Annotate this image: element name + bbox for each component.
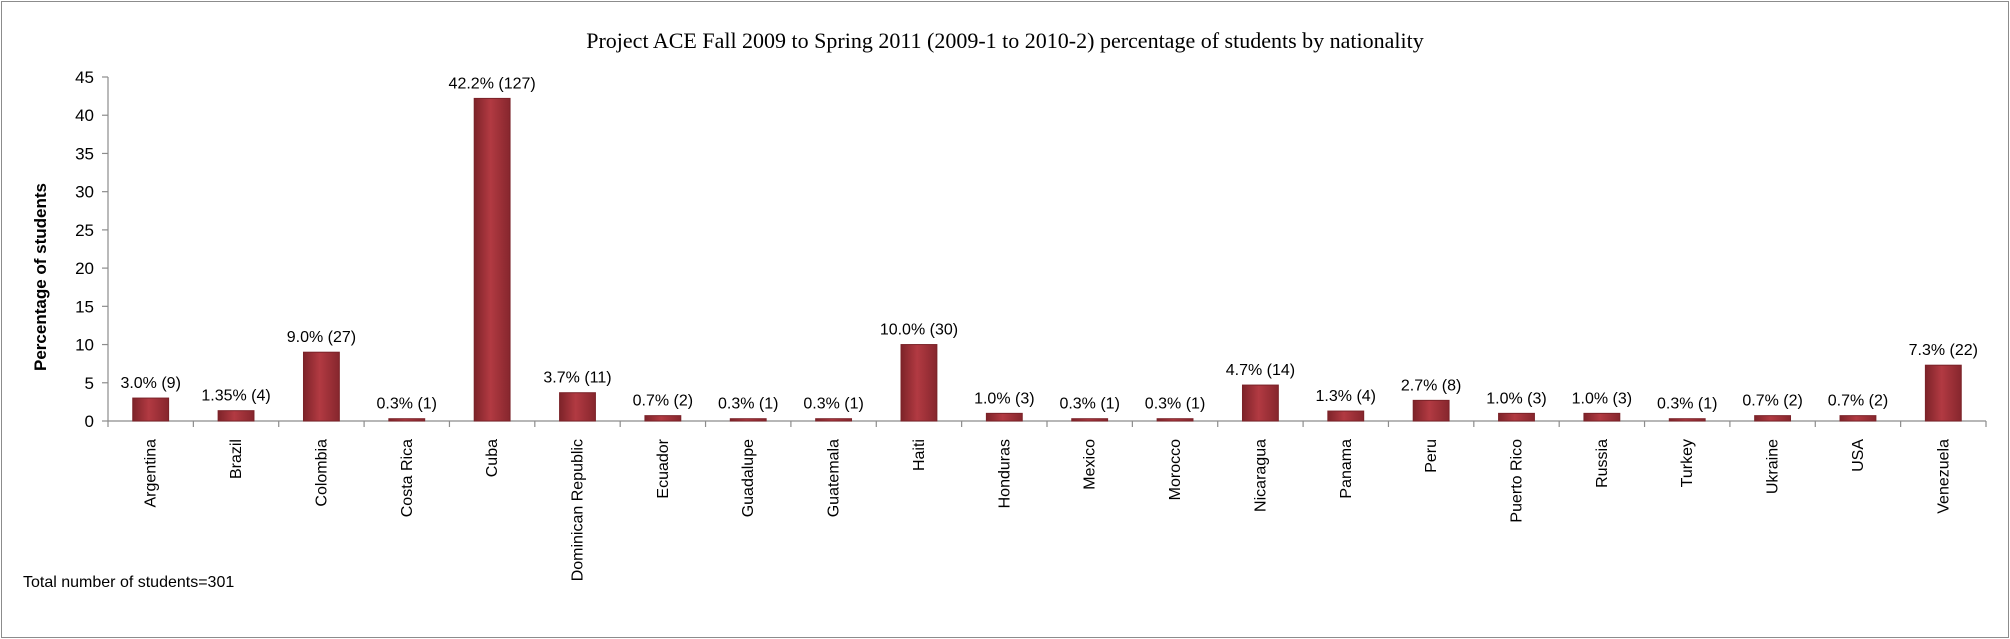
data-label: 0.3% (1) xyxy=(377,396,437,413)
data-label: 0.7% (2) xyxy=(1828,393,1888,410)
category-label: Mexico xyxy=(1082,439,1099,490)
data-labels: 3.0% (9) 1.35% (4) 9.0% (27) 0.3% (1) 42.2% … xyxy=(120,75,1978,412)
category-label: Panama xyxy=(1338,439,1355,499)
data-label: 1.0% (3) xyxy=(1572,390,1632,407)
x-axis xyxy=(107,420,1987,427)
bar xyxy=(1583,412,1621,422)
category-label: Ukraine xyxy=(1765,439,1782,494)
data-label: 1.0% (3) xyxy=(974,390,1034,407)
data-label: 0.7% (2) xyxy=(1742,393,1802,410)
category-label: Guatemala xyxy=(826,439,843,517)
bar xyxy=(388,418,426,422)
category-label: Brazil xyxy=(228,439,245,479)
category-label: Colombia xyxy=(313,439,330,507)
bars xyxy=(132,97,1962,422)
data-label: 0.3% (1) xyxy=(1059,396,1119,413)
data-label: 0.3% (1) xyxy=(803,396,863,413)
bar xyxy=(302,351,340,422)
chart-title: Project ACE Fall 2009 to Spring 2011 (20… xyxy=(586,28,1424,53)
y-tick-label: 25 xyxy=(75,221,94,240)
category-label: Haiti xyxy=(911,439,928,471)
y-tick-label: 15 xyxy=(75,297,94,316)
data-label: 4.7% (14) xyxy=(1226,362,1295,379)
total-students-note: Total number of students=301 xyxy=(23,574,234,591)
category-label: Honduras xyxy=(996,439,1013,508)
data-label: 1.0% (3) xyxy=(1486,390,1546,407)
category-label: Turkey xyxy=(1679,439,1696,487)
data-label: 42.2% (127) xyxy=(449,75,536,92)
data-label: 7.3% (22) xyxy=(1909,342,1978,359)
bar xyxy=(1071,418,1109,422)
data-label: 0.3% (1) xyxy=(1657,396,1717,413)
category-label: USA xyxy=(1850,439,1867,472)
bar xyxy=(985,412,1023,422)
data-label: 3.7% (11) xyxy=(543,370,611,387)
data-label: 0.3% (1) xyxy=(718,396,778,413)
category-label: Argentina xyxy=(143,439,160,508)
data-label: 2.7% (8) xyxy=(1401,377,1461,394)
category-label: Peru xyxy=(1423,439,1440,473)
data-label: 9.0% (27) xyxy=(287,329,356,346)
category-label: Morocco xyxy=(1167,439,1184,500)
data-label: 0.7% (2) xyxy=(633,393,693,410)
y-tick-label: 5 xyxy=(85,374,94,393)
bar xyxy=(559,392,596,422)
bar xyxy=(1668,418,1706,422)
category-label: Puerto Rico xyxy=(1509,439,1526,523)
y-tick-label: 0 xyxy=(85,412,94,431)
bar xyxy=(217,410,255,422)
category-label: Dominican Republic xyxy=(570,439,587,581)
data-label: 1.3% (4) xyxy=(1316,388,1376,405)
bar xyxy=(1327,410,1365,422)
bar xyxy=(132,397,170,422)
y-tick-label: 40 xyxy=(75,106,94,125)
data-label: 0.3% (1) xyxy=(1145,396,1205,413)
bar xyxy=(1498,412,1535,422)
category-label: Venezuela xyxy=(1935,439,1952,514)
data-label: 1.35% (4) xyxy=(201,388,270,405)
category-label: Ecuador xyxy=(655,438,672,498)
bar xyxy=(900,344,938,422)
y-tick-label: 30 xyxy=(75,183,94,202)
bar xyxy=(1754,415,1792,422)
category-label: Nicaragua xyxy=(1252,439,1269,512)
bar xyxy=(1156,418,1194,422)
bar xyxy=(1241,384,1279,422)
bar xyxy=(1412,399,1450,422)
bar xyxy=(1924,364,1962,422)
bar xyxy=(473,97,511,422)
category-label: Guadalupe xyxy=(740,439,757,517)
bar xyxy=(729,418,767,422)
data-label: 3.0% (9) xyxy=(120,375,180,392)
y-axis: 0 5 10 15 20 25 30 35 40 45 xyxy=(75,68,109,431)
y-tick-label: 10 xyxy=(75,336,94,355)
data-label: 10.0% (30) xyxy=(880,322,958,339)
bar xyxy=(815,418,853,422)
bar xyxy=(644,415,682,422)
category-label: Cuba xyxy=(484,439,501,477)
category-labels: Argentina Brazil Colombia Costa Rica Cuba Dom… xyxy=(143,438,1953,581)
bar xyxy=(1839,415,1877,422)
y-tick-label: 35 xyxy=(75,144,94,163)
y-tick-label: 20 xyxy=(75,259,94,278)
y-tick-label: 45 xyxy=(75,68,94,87)
category-label: Costa Rica xyxy=(399,439,416,517)
y-axis-label: Percentage of students xyxy=(31,183,50,371)
category-label: Russia xyxy=(1594,439,1611,488)
